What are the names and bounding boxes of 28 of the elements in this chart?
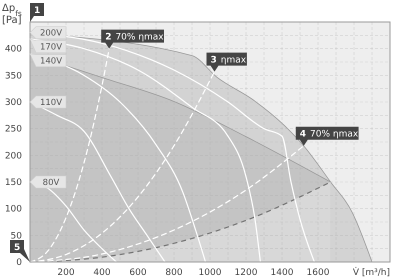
series-label: 80V: [42, 178, 60, 188]
y-tick-label: 400: [4, 44, 22, 55]
y-tick-label: 350: [4, 71, 22, 82]
x-tick-label: 1600: [306, 268, 330, 278]
x-tick-label: 1400: [270, 268, 294, 278]
y-tick-label: 200: [4, 151, 22, 162]
y-tick-label: 50: [10, 231, 22, 242]
x-tick-label: 200: [57, 268, 75, 278]
x-tick-label: 800: [165, 268, 183, 278]
text: 1: [34, 6, 40, 16]
y-tick-label: 100: [4, 204, 22, 215]
annotation: 4 70% ηmax: [300, 130, 359, 140]
series-label: 110V: [40, 98, 62, 108]
x-axis-title: V̇ [m³/h]: [352, 266, 390, 278]
x-tick-label: 1200: [234, 268, 258, 278]
series-label: 170V: [40, 42, 62, 53]
y-tick-label: 0: [16, 258, 22, 268]
annotation: 2 70% ηmax: [105, 32, 164, 43]
annotation: 5: [14, 243, 20, 253]
series-label: 200V: [40, 28, 62, 39]
series-label: 140V: [40, 56, 62, 67]
annotation: 3 ηmax: [210, 56, 247, 66]
x-tick-label: 400: [93, 268, 111, 278]
y-tick-label: 300: [4, 98, 22, 108]
y-tick-label: 150: [4, 178, 22, 188]
x-tick-label: 1000: [198, 268, 222, 278]
x-tick-label: 600: [129, 268, 147, 278]
y-tick-label: 250: [4, 124, 22, 135]
